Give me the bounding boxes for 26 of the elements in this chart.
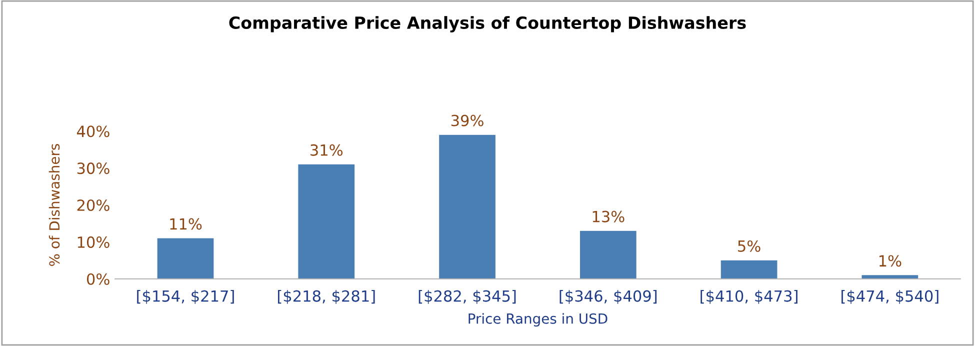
bar [298, 164, 355, 279]
x-tick-label: [$154, $217] [137, 290, 234, 304]
data-label: 5% [738, 240, 760, 252]
data-label: 13% [592, 210, 624, 222]
x-tick-label: [$410, $473] [700, 290, 798, 304]
bar [439, 134, 496, 279]
data-label: 1% [879, 255, 902, 267]
y-tick-label: 0% [86, 273, 110, 285]
x-tick-label: [$474, $540] [842, 290, 938, 304]
bar [157, 238, 214, 279]
bar [862, 275, 918, 279]
x-tick-label: [$346, $409] [560, 290, 657, 304]
y-tick-label: 40% [76, 126, 110, 138]
data-label: 31% [310, 144, 343, 156]
bar [720, 260, 778, 279]
y-tick-label: 10% [78, 236, 110, 248]
y-tick-label: 30% [77, 162, 110, 174]
data-label: 39% [451, 114, 484, 126]
x-tick-label: [$218, $281] [278, 290, 375, 304]
chart-title: Comparative Price Analysis of Countertop Dishwashers [229, 16, 746, 32]
bar [580, 230, 636, 279]
y-axis-title: % of Dishwashers [48, 144, 60, 266]
x-tick-label: [$282, $345] [418, 290, 516, 304]
x-axis-title: Price Ranges in USD [468, 313, 608, 327]
y-tick-label: 20% [77, 199, 110, 212]
data-label: 11% [170, 218, 202, 230]
